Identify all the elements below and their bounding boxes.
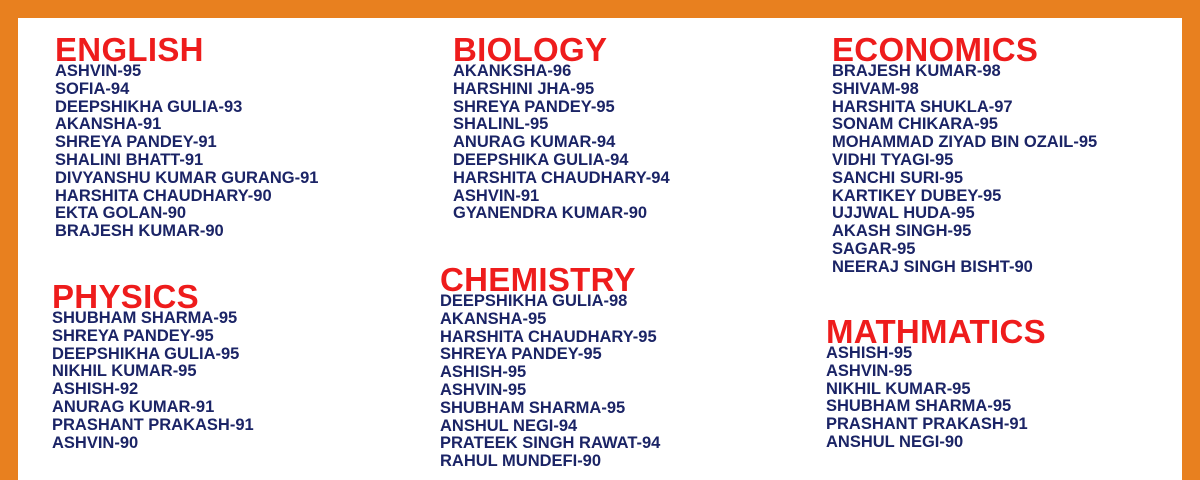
student-entry: ASHISH-92 [52, 380, 139, 399]
student-entry: DIVYANSHU KUMAR GURANG-91 [55, 168, 319, 187]
student-entry: HARSHITA CHAUDHARY-90 [55, 186, 272, 205]
student-entry: SHALINI BHATT-91 [55, 150, 204, 169]
student-entry: HARSHITA CHAUDHARY-95 [440, 327, 657, 346]
student-entry: ANSHUL NEGI-90 [826, 432, 964, 451]
student-entry: PRATEEK SINGH RAWAT-94 [440, 434, 661, 453]
subject-title: MATHMATICS [826, 313, 1046, 350]
subject-section: BIOLOGY AKANKSHA-96 HARSHINI JHA-95 SHREYA … [453, 33, 670, 223]
student-list: AKANKSHA-96 HARSHINI JHA-95 SHREYA PANDEY-… [453, 62, 670, 223]
student-list: ASHVIN-95 SOFIA-94 DEEPSHIKHA GULIA-93 AKAN… [55, 62, 319, 241]
student-entry: ASHVIN-91 [453, 186, 540, 205]
subject-title: ECONOMICS [832, 31, 1039, 68]
student-entry: EKTA GOLAN-90 [55, 204, 187, 223]
student-entry: ANURAG KUMAR-91 [52, 397, 215, 416]
student-entry: MOHAMMAD ZIYAD BIN OZAIL-95 [832, 133, 1098, 152]
student-entry: SHUBHAM SHARMA-95 [826, 397, 1012, 416]
subject-section: PHYSICS SHUBHAM SHARMA-95 SHREYA PANDEY-95… [52, 280, 254, 452]
student-entry: ASHVIN-90 [52, 433, 139, 452]
student-entry: BRAJESH KUMAR-98 [832, 62, 1001, 80]
subject-title: BIOLOGY [453, 31, 608, 68]
student-entry: DEEPSHIKHA GULIA-98 [440, 292, 628, 310]
student-entry: KARTIKEY DUBEY-95 [832, 186, 1002, 205]
subject-title: PHYSICS [52, 278, 199, 315]
student-entry: SHREYA PANDEY-95 [440, 345, 602, 364]
student-entry: DEEPSHIKHA GULIA-95 [52, 344, 240, 363]
panel [18, 18, 1182, 480]
subject-section: CHEMISTRY DEEPSHIKHA GULIA-98 AKANSHA-95 HA… [440, 263, 660, 471]
student-list: DEEPSHIKHA GULIA-98 AKANSHA-95 HARSHITA CH… [440, 292, 661, 471]
subject-section: MATHMATICS ASHISH-95 ASHVIN-95 NIKHIL KUMAR… [826, 315, 1046, 452]
student-entry: SOFIA-94 [55, 79, 130, 98]
student-entry: DEEPSHIKA GULIA-94 [453, 150, 629, 169]
student-entry: BRAJESH KUMAR-90 [55, 222, 224, 241]
student-entry: AKANSHA-95 [440, 309, 547, 328]
student-entry: HARSHITA SHUKLA-97 [832, 97, 1013, 116]
student-entry: ASHVIN-95 [826, 361, 913, 380]
student-entry: ASHVIN-95 [55, 62, 142, 80]
student-entry: AKASH SINGH-95 [832, 222, 972, 241]
student-entry: PRASHANT PRAKASH-91 [826, 415, 1028, 434]
student-entry: NIKHIL KUMAR-95 [826, 379, 971, 398]
student-entry: PRASHANT PRAKASH-91 [52, 415, 254, 434]
student-entry: RAHUL MUNDEFI-90 [440, 452, 602, 471]
student-list: ASHISH-95 ASHVIN-95 NIKHIL KUMAR-95 SHUBHAM… [826, 344, 1046, 452]
student-entry: SONAM CHIKARA-95 [832, 115, 998, 134]
student-entry: NEERAJ SINGH BISHT-90 [832, 257, 1033, 276]
student-entry: AKANSHA-91 [55, 115, 162, 134]
student-entry: SHIVAM-98 [832, 79, 919, 98]
student-entry: SHREYA PANDEY-95 [52, 326, 214, 345]
student-entry: SANCHI SURI-95 [832, 168, 964, 187]
student-entry: SHUBHAM SHARMA-95 [52, 309, 238, 327]
student-entry: HARSHITA CHAUDHARY-94 [453, 168, 670, 187]
student-entry: SHREYA PANDEY-91 [55, 133, 217, 152]
student-entry: VIDHI TYAGI-95 [832, 150, 954, 169]
student-entry: DEEPSHIKHA GULIA-93 [55, 97, 243, 116]
student-entry: UJJWAL HUDA-95 [832, 204, 975, 223]
student-list: SHUBHAM SHARMA-95 SHREYA PANDEY-95 DEEPSHI… [52, 309, 254, 452]
subject-title: CHEMISTRY [440, 261, 636, 298]
subject-section: ENGLISH ASHVIN-95 SOFIA-94 DEEPSHIKHA GULIA… [55, 33, 318, 241]
student-entry: ASHISH-95 [826, 344, 913, 362]
student-entry: SHALINL-95 [453, 115, 549, 134]
student-entry: SHREYA PANDEY-95 [453, 97, 615, 116]
student-entry: NIKHIL KUMAR-95 [52, 362, 197, 381]
student-entry: HARSHINI JHA-95 [453, 79, 595, 98]
student-entry: ANURAG KUMAR-94 [453, 133, 616, 152]
student-entry: SAGAR-95 [832, 239, 916, 258]
student-list: BRAJESH KUMAR-98 SHIVAM-98 HARSHITA SHUKLA… [832, 62, 1098, 277]
subject-title: ENGLISH [55, 31, 204, 68]
student-entry: SHUBHAM SHARMA-95 [440, 398, 626, 417]
student-entry: GYANENDRA KUMAR-90 [453, 204, 648, 223]
subject-section: ECONOMICS BRAJESH KUMAR-98 SHIVAM-98 HARSHI… [832, 33, 1097, 277]
student-entry: ASHISH-95 [440, 363, 527, 382]
student-entry: ANSHUL NEGI-94 [440, 416, 578, 435]
student-entry: AKANKSHA-96 [453, 62, 572, 80]
student-entry: ASHVIN-95 [440, 380, 527, 399]
